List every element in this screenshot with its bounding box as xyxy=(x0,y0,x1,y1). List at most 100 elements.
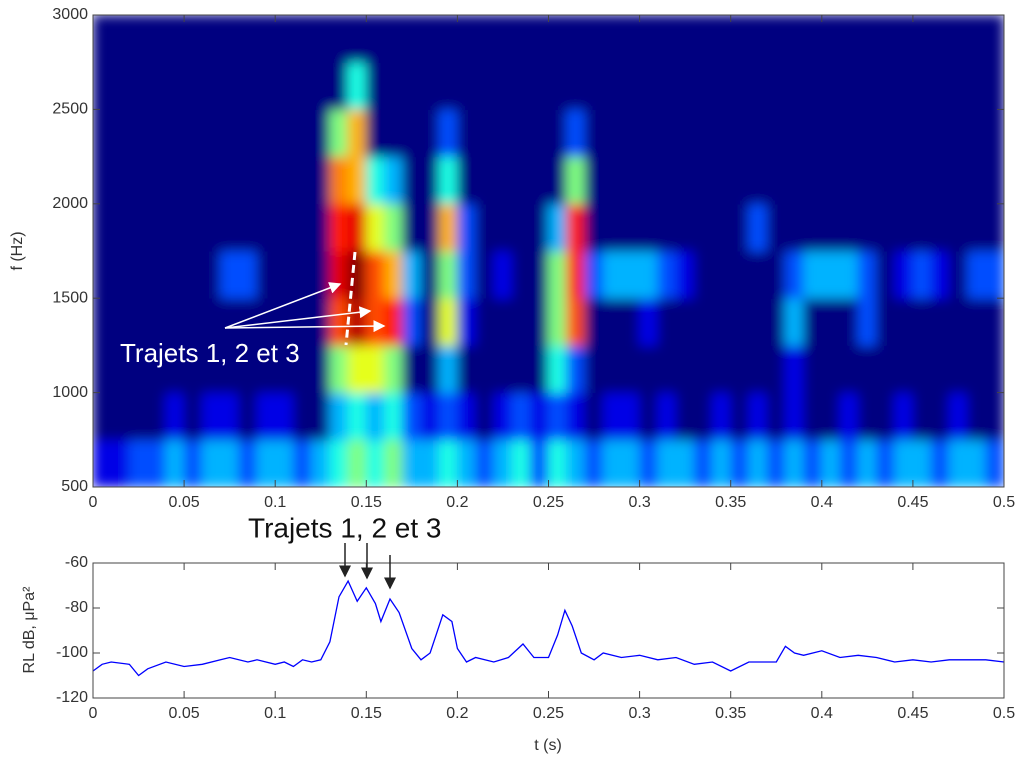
x-tick-label: 0.1 xyxy=(264,494,286,511)
heat-cell xyxy=(675,344,695,394)
heat-cell xyxy=(165,15,185,63)
heat-cell xyxy=(730,344,750,394)
heat-cell xyxy=(948,156,969,205)
heat-cell xyxy=(894,61,914,110)
heat-cell xyxy=(456,344,477,394)
heat-cell xyxy=(183,439,203,487)
heat-cell xyxy=(620,203,641,252)
heat-cell xyxy=(548,156,568,205)
heat-cell xyxy=(967,297,987,346)
heat-cell xyxy=(620,439,641,487)
x-tick-label: 0.3 xyxy=(628,494,650,511)
y-tick-label: 500 xyxy=(61,478,88,495)
heat-cell xyxy=(438,392,458,441)
heat-cell xyxy=(347,439,367,487)
heat-cell xyxy=(657,108,677,158)
heat-cell xyxy=(365,297,386,346)
x-tick-label: 0.5 xyxy=(993,494,1015,511)
heat-cell xyxy=(475,203,495,252)
heat-cell xyxy=(511,439,531,487)
heat-cell xyxy=(529,439,549,487)
heat-cell xyxy=(711,250,732,299)
heat-cell xyxy=(912,61,932,110)
heat-cell xyxy=(402,61,422,110)
heat-cell xyxy=(256,344,276,394)
heat-cell xyxy=(930,15,950,63)
heat-cell xyxy=(985,344,1004,394)
heat-cell xyxy=(311,250,331,299)
heat-cell xyxy=(128,392,149,441)
heat-cell xyxy=(311,15,331,63)
heat-cell xyxy=(730,15,750,63)
heat-cell xyxy=(693,344,713,394)
heat-cell xyxy=(620,15,641,63)
heat-cell xyxy=(894,108,914,158)
heat-cell xyxy=(347,156,367,205)
x-tick-label: 0.35 xyxy=(715,705,746,722)
heat-cell xyxy=(784,156,805,205)
heat-cell xyxy=(784,344,805,394)
heat-cell xyxy=(201,108,222,158)
heat-cell xyxy=(438,297,458,346)
heat-cell xyxy=(875,344,896,394)
heat-cell xyxy=(347,392,367,441)
heat-cell xyxy=(912,15,932,63)
heat-cell xyxy=(566,15,586,63)
heat-cell xyxy=(602,439,622,487)
heat-cell xyxy=(201,439,222,487)
heat-cell xyxy=(347,203,367,252)
heat-cell xyxy=(566,344,586,394)
heat-cell xyxy=(365,392,386,441)
heat-cell xyxy=(384,250,404,299)
heat-cell xyxy=(420,344,440,394)
heat-cell xyxy=(238,108,258,158)
heat-cell xyxy=(967,156,987,205)
heat-cell xyxy=(147,250,167,299)
heat-cell xyxy=(548,203,568,252)
heat-cell xyxy=(912,108,932,158)
heat-cell xyxy=(201,15,222,63)
heat-cell xyxy=(711,203,732,252)
heat-cell xyxy=(165,108,185,158)
heat-cell xyxy=(147,344,167,394)
heat-cell xyxy=(165,250,185,299)
heat-cell xyxy=(766,61,786,110)
heat-cell xyxy=(675,156,695,205)
heat-cell xyxy=(475,108,495,158)
heat-cell xyxy=(948,203,969,252)
heat-cell xyxy=(985,15,1004,63)
x-tick-label: 0.2 xyxy=(446,494,468,511)
heat-cell xyxy=(839,250,859,299)
heat-cell xyxy=(274,203,294,252)
heat-cell xyxy=(183,297,203,346)
heat-cell xyxy=(584,108,604,158)
heat-cell xyxy=(803,203,823,252)
heat-cell xyxy=(711,439,732,487)
heat-cell xyxy=(766,108,786,158)
x-tick-label: 0.15 xyxy=(351,494,382,511)
heat-cell xyxy=(985,61,1004,110)
x-tick-label: 0.05 xyxy=(169,494,200,511)
heat-cell xyxy=(675,108,695,158)
heat-cell xyxy=(402,297,422,346)
heat-cell xyxy=(875,250,896,299)
heat-cell xyxy=(803,156,823,205)
heat-cell xyxy=(930,439,950,487)
heat-cell xyxy=(365,156,386,205)
heat-cell xyxy=(165,392,185,441)
heat-cell xyxy=(620,344,641,394)
heat-cell xyxy=(529,344,549,394)
heat-cell xyxy=(821,203,841,252)
heat-cell xyxy=(948,439,969,487)
y-tick-label: -60 xyxy=(65,554,88,571)
heat-cell xyxy=(839,439,859,487)
heat-cell xyxy=(274,108,294,158)
heat-cell xyxy=(930,61,950,110)
heat-cell xyxy=(511,156,531,205)
heat-cell xyxy=(803,250,823,299)
heat-cell xyxy=(93,61,112,110)
heat-cell xyxy=(329,297,349,346)
heat-cell xyxy=(657,203,677,252)
heat-cell xyxy=(748,250,768,299)
y-tick-label: 3000 xyxy=(52,6,88,23)
